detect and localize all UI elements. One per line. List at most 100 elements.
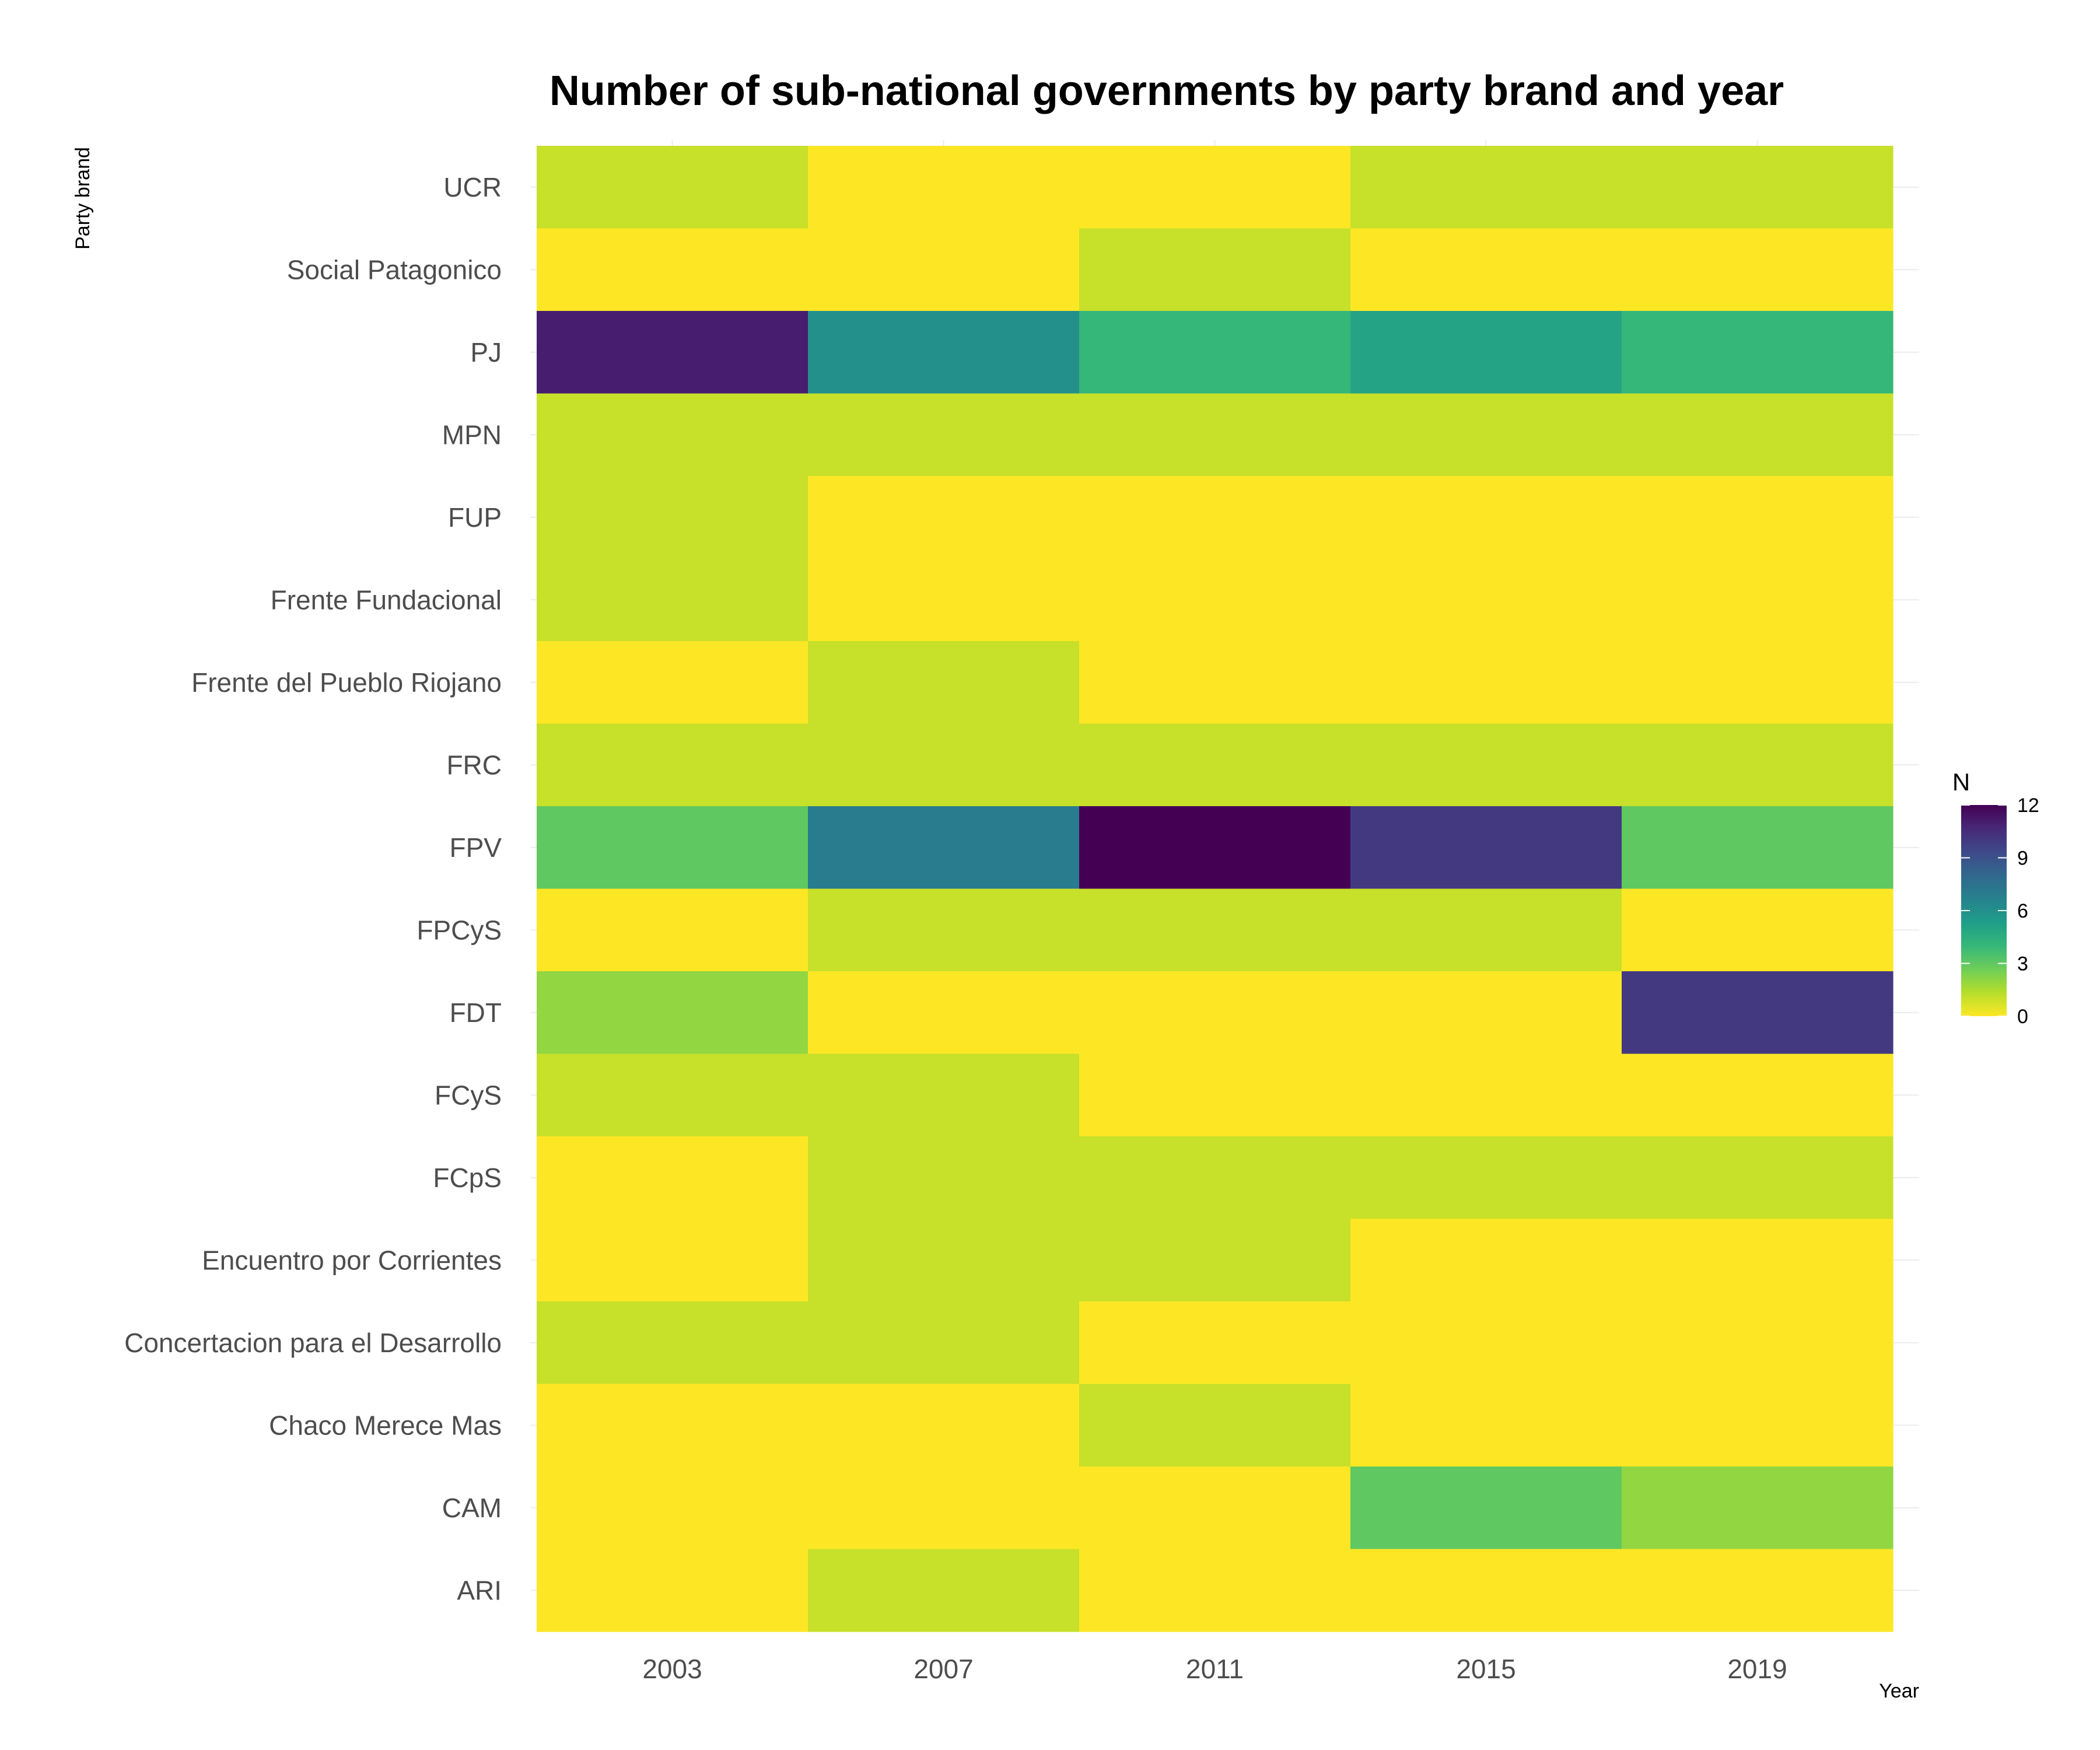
heatmap-cell	[537, 1301, 808, 1385]
x-tick-label: 2019	[1727, 1654, 1787, 1684]
heatmap-cells	[537, 146, 1894, 1632]
heatmap-cell	[808, 311, 1080, 394]
heatmap-cell	[1622, 558, 1894, 642]
heatmap-cell	[1622, 1384, 1894, 1467]
heatmap-cell	[537, 1136, 808, 1220]
y-tick-label: PJ	[470, 337, 502, 368]
heatmap-cell	[537, 1549, 808, 1632]
heatmap-cell	[1350, 393, 1622, 477]
y-tick-label: FCyS	[435, 1080, 502, 1110]
legend: N 12 9 6 3 0	[1952, 768, 2039, 1028]
heatmap-cell	[808, 641, 1080, 724]
x-tick-label: 2011	[1186, 1654, 1244, 1684]
heatmap-cell	[1079, 723, 1351, 807]
y-tick-label: ARI	[457, 1575, 502, 1605]
heatmap-cell	[1350, 723, 1622, 807]
heatmap-cell	[1622, 146, 1894, 229]
heatmap-cell	[537, 228, 808, 312]
heatmap-cell	[1079, 393, 1351, 477]
heatmap-cell	[1622, 311, 1894, 394]
heatmap-cell	[1079, 806, 1351, 890]
x-axis-title: Year	[1879, 1680, 1919, 1702]
heatmap-cell	[1079, 1301, 1351, 1385]
heatmap-cell	[1350, 1301, 1622, 1385]
heatmap-cell	[808, 558, 1080, 642]
legend-ticks: 12 9 6 3 0	[1961, 794, 2039, 1028]
heatmap-cell	[1622, 1054, 1894, 1137]
x-tick-label: 2003	[642, 1654, 702, 1684]
heatmap-cell	[808, 1549, 1080, 1632]
heatmap-cell	[1079, 641, 1351, 724]
heatmap-cell	[1079, 1219, 1351, 1302]
heatmap-cell	[1350, 311, 1622, 394]
y-tick-label: Concertacion para el Desarrollo	[124, 1328, 502, 1358]
heatmap-cell	[1350, 558, 1622, 642]
heatmap-cell	[1350, 228, 1622, 312]
heatmap-cell	[537, 888, 808, 972]
heatmap-cell	[1350, 1054, 1622, 1137]
heatmap-cell	[1622, 1549, 1894, 1632]
heatmap-cell	[537, 641, 808, 724]
heatmap-cell	[1350, 146, 1622, 229]
heatmap-cell	[1079, 311, 1351, 394]
heatmap-cell	[537, 476, 808, 559]
heatmap-cell	[808, 393, 1080, 477]
heatmap-cell	[1622, 228, 1894, 312]
heatmap-cell	[1622, 1136, 1894, 1220]
heatmap-cell	[808, 1136, 1080, 1220]
heatmap-cell	[1350, 1384, 1622, 1467]
legend-tick-label: 6	[2017, 900, 2028, 922]
heatmap-cell	[1350, 1549, 1622, 1632]
heatmap-cell	[1350, 888, 1622, 972]
heatmap-cell	[1622, 641, 1894, 724]
legend-tick-label: 0	[2017, 1006, 2028, 1028]
heatmap-cell	[537, 1054, 808, 1137]
legend-tick-label: 3	[2017, 953, 2028, 975]
y-tick-label: Encuentro por Corrientes	[202, 1245, 502, 1275]
heatmap-cell	[1622, 476, 1894, 559]
heatmap-cell	[808, 1054, 1080, 1137]
y-tick-label: Frente Fundacional	[271, 584, 502, 615]
heatmap-cell	[1622, 806, 1894, 890]
heatmap-cell	[1079, 1136, 1351, 1220]
legend-tick-label: 12	[2017, 794, 2039, 817]
heatmap-cell	[1079, 1466, 1351, 1550]
y-axis-title: Party brand	[72, 147, 94, 250]
y-tick-label: FUP	[448, 502, 502, 533]
heatmap-cell	[1350, 806, 1622, 890]
x-tick-label: 2015	[1456, 1654, 1516, 1684]
heatmap-cell	[537, 1384, 808, 1467]
y-tick-label: Social Patagonico	[287, 254, 502, 285]
heatmap-cell	[1622, 1466, 1894, 1550]
y-tick-label: UCR	[443, 172, 502, 202]
x-tick-labels: 2003 2007 2011 2015 2019	[642, 1654, 1787, 1684]
heatmap-cell	[537, 971, 808, 1055]
heatmap-cell	[808, 1219, 1080, 1302]
heatmap-cell	[1350, 1136, 1622, 1220]
heatmap-cell	[537, 146, 808, 229]
heatmap-cell	[808, 1384, 1080, 1467]
x-tick-label: 2007	[914, 1654, 973, 1684]
heatmap-cell	[1350, 1219, 1622, 1302]
heatmap-cell	[1079, 558, 1351, 642]
heatmap-cell	[537, 1466, 808, 1550]
heatmap-cell	[1622, 1219, 1894, 1302]
heatmap-cell	[1079, 228, 1351, 312]
heatmap-cell	[537, 806, 808, 890]
heatmap-cell	[537, 723, 808, 807]
y-tick-label: FDT	[450, 998, 502, 1028]
heatmap-cell	[808, 1301, 1080, 1385]
heatmap-cell	[1079, 1549, 1351, 1632]
heatmap-cell	[1350, 641, 1622, 724]
heatmap-cell	[808, 1466, 1080, 1550]
y-tick-label: CAM	[442, 1493, 502, 1523]
heatmap-cell	[537, 558, 808, 642]
y-tick-label: FRC	[446, 750, 502, 780]
heatmap-cell	[1079, 1384, 1351, 1467]
heatmap-cell	[808, 723, 1080, 807]
heatmap-cell	[808, 888, 1080, 972]
heatmap-cell	[537, 393, 808, 477]
heatmap-cell	[537, 311, 808, 394]
